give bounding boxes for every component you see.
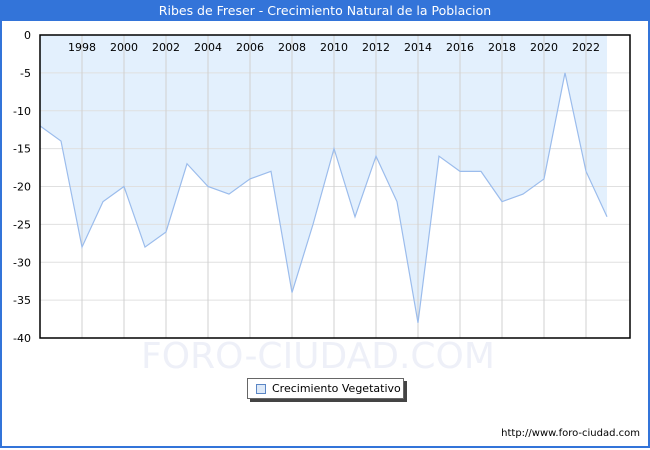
data-line <box>39 72 608 323</box>
svg-text:2002: 2002 <box>152 41 180 54</box>
legend-label: Crecimiento Vegetativo <box>272 382 401 395</box>
svg-text:2004: 2004 <box>194 41 222 54</box>
svg-text:-25: -25 <box>13 218 31 231</box>
gridlines <box>40 35 630 338</box>
svg-text:2012: 2012 <box>362 41 390 54</box>
svg-text:2020: 2020 <box>530 41 558 54</box>
legend-swatch-icon <box>256 384 266 394</box>
svg-text:-20: -20 <box>13 181 31 194</box>
svg-text:2010: 2010 <box>320 41 348 54</box>
legend: Crecimiento Vegetativo <box>247 378 404 399</box>
svg-text:0: 0 <box>24 29 31 42</box>
svg-text:-10: -10 <box>13 105 31 118</box>
svg-text:2016: 2016 <box>446 41 474 54</box>
source-url[interactable]: http://www.foro-ciudad.com <box>501 428 640 439</box>
plot-border <box>39 34 631 339</box>
svg-text:2006: 2006 <box>236 41 264 54</box>
area-fill <box>40 35 607 323</box>
chart-title: Ribes de Freser - Crecimiento Natural de… <box>0 0 650 21</box>
x-axis-ticks: 1998 2000 2002 2004 2006 2008 2010 2012 2014 2016… <box>68 41 600 54</box>
svg-text:-30: -30 <box>13 256 31 269</box>
svg-text:-15: -15 <box>13 143 31 156</box>
svg-text:2000: 2000 <box>110 41 138 54</box>
svg-text:-35: -35 <box>13 294 31 307</box>
svg-text:-5: -5 <box>20 67 31 80</box>
svg-text:2022: 2022 <box>572 41 600 54</box>
y-axis-ticks: 0 -5 -10 -15 -20 -25 -30 -35 -40 <box>13 29 31 345</box>
svg-text:-40: -40 <box>13 332 31 345</box>
watermark: FORO-CIUDAD.COM <box>141 336 495 377</box>
svg-text:2014: 2014 <box>404 41 432 54</box>
svg-text:2008: 2008 <box>278 41 306 54</box>
svg-text:2018: 2018 <box>488 41 516 54</box>
svg-text:1998: 1998 <box>68 41 96 54</box>
